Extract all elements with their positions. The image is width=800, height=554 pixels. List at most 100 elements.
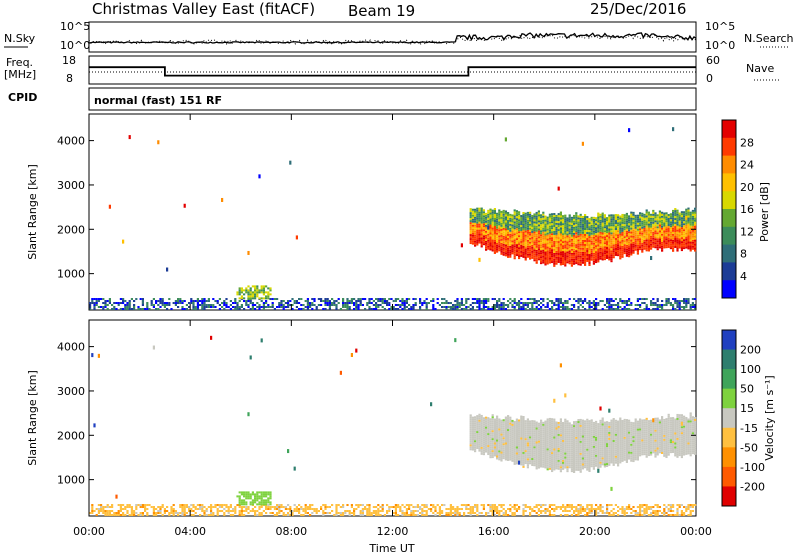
heatmap-cell xyxy=(566,261,569,264)
heatmap-cell xyxy=(493,432,496,435)
heatmap-cell xyxy=(548,435,551,438)
heatmap-cell xyxy=(518,235,521,238)
heatmap-cell xyxy=(436,504,439,507)
heatmap-cell xyxy=(500,248,503,251)
heatmap-cell xyxy=(414,510,417,513)
heatmap-cell xyxy=(526,306,529,309)
heatmap-cell xyxy=(526,247,529,250)
heatmap-cell xyxy=(636,232,639,235)
heatmap-cell xyxy=(533,213,536,216)
heatmap-cell xyxy=(111,506,114,509)
heatmap-cell xyxy=(379,506,382,509)
heatmap-cell xyxy=(513,300,516,303)
heatmap-cell xyxy=(608,252,611,255)
heatmap-cell xyxy=(555,234,558,237)
heatmap-cell xyxy=(555,240,558,243)
heatmap-cell xyxy=(540,437,543,440)
heatmap-cell xyxy=(546,238,549,241)
heatmap-cell xyxy=(196,508,199,511)
heatmap-cell xyxy=(265,302,268,305)
heatmap-cell xyxy=(509,454,512,457)
heatmap-cell xyxy=(628,219,631,222)
heatmap-cell xyxy=(586,220,589,223)
heatmap-cell xyxy=(575,262,578,265)
heatmap-cell xyxy=(542,304,545,307)
heatmap-cell xyxy=(568,234,571,237)
heatmap-cell xyxy=(480,436,483,439)
heatmap-cell xyxy=(548,235,551,238)
heatmap-cell xyxy=(460,300,463,303)
heatmap-cell xyxy=(546,418,549,421)
heatmap-cell xyxy=(603,220,606,223)
heatmap-cell xyxy=(511,419,514,422)
heatmap-cell xyxy=(551,466,554,469)
heatmap-cell xyxy=(537,212,540,215)
heatmap-cell xyxy=(126,308,129,310)
heatmap-cell xyxy=(485,226,488,229)
heatmap-cell xyxy=(535,506,538,509)
heatmap-cell xyxy=(595,225,598,228)
heatmap-cell xyxy=(361,304,364,307)
heatmap-cell xyxy=(460,298,463,301)
heatmap-cell xyxy=(553,218,556,221)
heatmap-cell xyxy=(179,298,182,301)
heatmap-cell xyxy=(489,504,492,507)
heatmap-cell xyxy=(482,217,485,220)
heatmap-cell xyxy=(443,504,446,507)
heatmap-cell xyxy=(491,446,494,449)
heatmap-cell xyxy=(551,215,554,218)
heatmap-cell xyxy=(322,308,325,310)
heatmap-cell xyxy=(485,240,488,243)
heatmap-cell xyxy=(520,453,523,456)
heatmap-cell xyxy=(269,298,272,301)
heatmap-cell xyxy=(625,212,628,215)
heatmap-cell xyxy=(471,436,474,439)
heatmap-cell xyxy=(564,260,567,263)
heatmap-cell xyxy=(581,219,584,222)
heatmap-cell xyxy=(529,428,532,431)
heatmap-cell xyxy=(584,255,587,258)
heatmap-cell xyxy=(678,230,681,233)
heatmap-cell xyxy=(542,459,545,462)
heatmap-cell xyxy=(537,434,540,437)
heatmap-cell xyxy=(524,238,527,241)
heatmap-cell xyxy=(645,308,648,310)
heatmap-cell xyxy=(546,298,549,301)
heatmap-cell xyxy=(218,510,221,513)
heatmap-cell xyxy=(522,435,525,438)
heatmap-cell xyxy=(152,512,155,515)
heatmap-cell xyxy=(652,235,655,238)
heatmap-cell xyxy=(245,506,248,509)
heatmap-cell xyxy=(269,293,272,296)
heatmap-cell xyxy=(322,504,325,507)
heatmap-cell xyxy=(509,428,512,431)
heatmap-cell xyxy=(592,300,595,303)
heatmap-cell xyxy=(595,257,598,260)
heatmap-cell xyxy=(548,213,551,216)
heatmap-cell xyxy=(694,243,697,246)
heatmap-cell xyxy=(608,298,611,301)
heatmap-cell xyxy=(590,232,593,235)
heatmap-cell xyxy=(507,235,510,238)
heatmap-cell xyxy=(359,304,362,307)
heatmap-cell xyxy=(355,304,358,307)
heatmap-cell xyxy=(566,241,569,244)
heatmap-cell xyxy=(348,514,351,516)
heatmap-cell xyxy=(676,223,679,226)
heatmap-cell xyxy=(489,446,492,449)
heatmap-cell xyxy=(482,508,485,511)
heatmap-cell xyxy=(405,508,408,511)
heatmap-cell xyxy=(295,300,298,303)
heatmap-cell xyxy=(544,432,547,435)
heatmap-cell xyxy=(518,445,521,448)
heatmap-cell xyxy=(531,456,534,459)
heatmap-cell xyxy=(489,422,492,425)
heatmap-cell xyxy=(608,242,611,245)
heatmap-cell xyxy=(496,443,499,446)
heatmap-cell xyxy=(469,440,472,443)
heatmap-cell xyxy=(496,248,499,251)
heatmap-cell xyxy=(487,439,490,442)
heatmap-cell xyxy=(493,308,496,310)
heatmap-cell xyxy=(412,304,415,307)
heatmap-cell xyxy=(641,222,644,225)
